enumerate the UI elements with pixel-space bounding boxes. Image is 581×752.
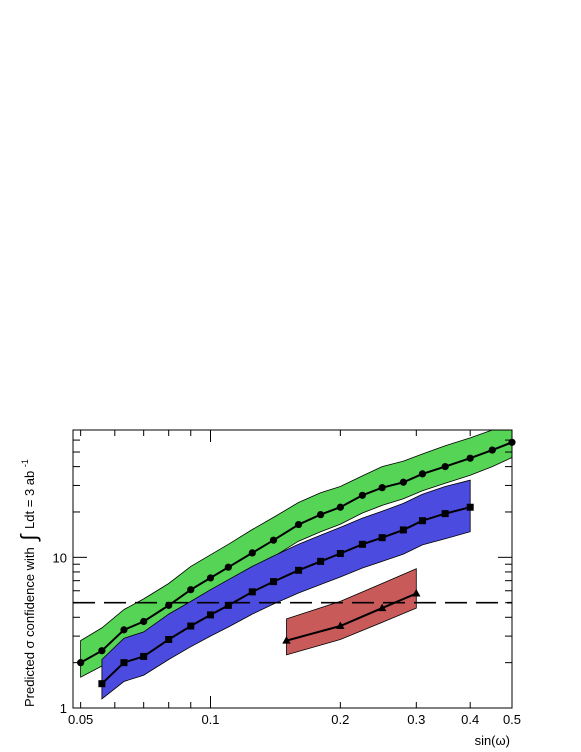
point-series-2-14 (378, 534, 386, 542)
point-series-2-15 (399, 526, 407, 534)
point-series-1-5 (165, 601, 173, 609)
plot-border (72, 429, 513, 709)
line-series-3 (286, 592, 417, 642)
point-series-2-3 (140, 652, 148, 660)
point-series-1-13 (336, 503, 344, 511)
point-series-1-17 (418, 470, 427, 478)
point-series-3-2 (336, 621, 345, 630)
x-axis-label: sin(ω) (475, 733, 510, 748)
point-series-3-1 (282, 636, 291, 644)
uncertainty-bands (80, 430, 512, 700)
point-series-2-5 (187, 622, 195, 630)
point-series-2-8 (248, 588, 256, 596)
point-series-2-13 (358, 540, 366, 548)
point-series-1-1 (77, 659, 85, 667)
band-series-2 (101, 479, 471, 700)
axis-ticks (73, 429, 513, 709)
y-axis-label-expr: Ldt = 3 ab (22, 471, 37, 529)
point-series-2-12 (336, 550, 344, 558)
point-series-1-8 (224, 563, 232, 571)
point-series-1-2 (98, 647, 106, 655)
y-axis-label-superscript: -1 (20, 459, 30, 467)
point-series-1-10 (269, 536, 278, 544)
point-series-2-4 (165, 635, 173, 643)
band-series-3 (286, 568, 417, 656)
point-series-2-7 (224, 601, 232, 609)
y-axis-label-integral: ∫ (16, 533, 41, 543)
point-series-1-16 (399, 478, 407, 486)
point-series-1-3 (120, 626, 128, 634)
x-tick-label: 0.2 (331, 712, 349, 727)
point-series-1-20 (488, 446, 496, 454)
x-tick-label: 0.4 (461, 712, 479, 727)
x-tick-label: 0.1 (201, 712, 219, 727)
point-series-2-6 (206, 611, 214, 619)
point-series-1-11 (294, 520, 303, 529)
point-series-2-9 (270, 578, 278, 586)
y-tick-label: 10 (53, 550, 67, 565)
point-series-2-1 (98, 680, 106, 688)
point-series-2-11 (317, 557, 325, 565)
point-series-1-9 (248, 549, 256, 557)
point-series-2-16 (418, 517, 426, 525)
point-series-1-14 (358, 491, 367, 499)
point-series-2-17 (441, 510, 449, 518)
plot-frame (72, 429, 513, 709)
point-series-2-2 (120, 659, 128, 667)
point-series-1-15 (378, 484, 386, 492)
x-tick-label: 0.5 (503, 712, 521, 727)
point-series-3-3 (377, 603, 387, 612)
point-series-2-10 (295, 566, 303, 574)
point-series-3-4 (412, 589, 421, 597)
tick-labels: 0.05 0.1 0.2 0.3 0.4 0.5 1 10 (53, 550, 522, 727)
point-series-1-7 (206, 574, 215, 582)
x-tick-label: 0.3 (407, 712, 425, 727)
point-series-1-4 (140, 617, 148, 626)
point-series-2-18 (466, 503, 474, 511)
point-series-1-12 (317, 511, 325, 519)
y-axis-label: Predicted σ confidence with ∫ Ldt = 3 ab… (16, 459, 41, 707)
point-series-1-18 (441, 463, 449, 471)
x-tick-label: 0.05 (68, 712, 93, 727)
point-series-1-19 (466, 454, 474, 462)
svg-text:Predicted σ confidence with: Predicted σ confidence with ∫ Ldt = 3 ab… (16, 459, 41, 707)
point-series-1-6 (187, 586, 195, 594)
y-axis-label-prefix: Predicted σ confidence with (22, 547, 37, 707)
series-markers (77, 438, 516, 688)
y-tick-label: 1 (60, 701, 67, 716)
